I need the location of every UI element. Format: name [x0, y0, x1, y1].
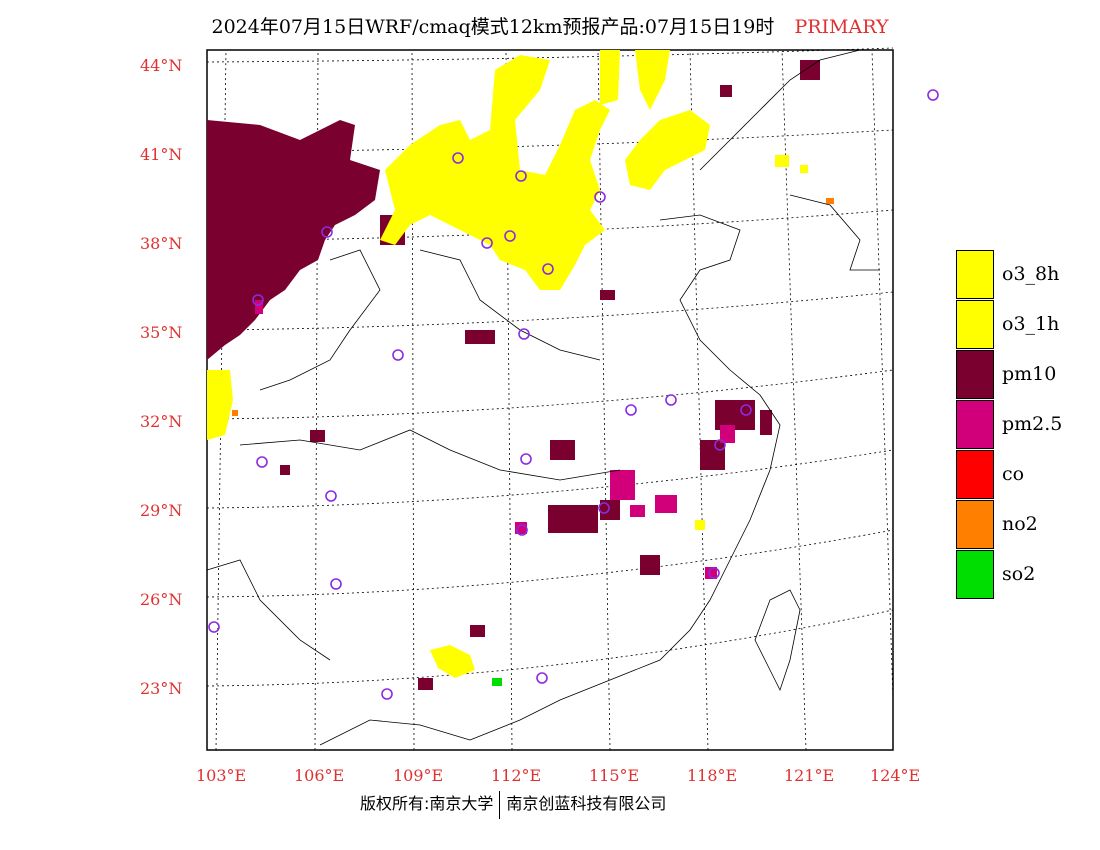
pollutant-legend: o3_8h o3_1h pm10 pm2.5 co no2 so2	[956, 249, 1096, 599]
lat-label-23: 23°N	[140, 679, 183, 698]
lon-label-112: 112°E	[491, 766, 542, 785]
legend-label: o3_1h	[1002, 313, 1060, 335]
o3-regions	[207, 50, 808, 678]
legend-label: no2	[1002, 513, 1038, 535]
legend-item-co: co	[956, 449, 1096, 499]
lat-label-32: 32°N	[140, 412, 183, 431]
boundary-lines	[206, 49, 880, 746]
pm10-regions	[207, 60, 820, 690]
lon-line-109	[411, 49, 415, 751]
legend-item-o3-1h: o3_1h	[956, 299, 1096, 349]
so2-spot	[492, 678, 502, 686]
map-title: 2024年07月15日WRF/cmaq模式12km预报产品:07月15日19时	[211, 16, 775, 38]
legend-swatch	[956, 449, 994, 499]
lat-line-32	[206, 369, 894, 420]
lon-line-112	[505, 49, 513, 751]
lon-label-103: 103°E	[196, 766, 247, 785]
lon-label-124: 124°E	[870, 766, 921, 785]
legend-swatch	[956, 499, 994, 549]
legend-swatch	[956, 349, 994, 399]
legend-label: pm10	[1002, 363, 1057, 385]
lon-label-106: 106°E	[294, 766, 345, 785]
copyright-footer: 版权所有:南京大学 南京创蓝科技有限公司	[360, 790, 666, 819]
pm25-regions	[255, 300, 735, 579]
lat-label-35: 35°N	[140, 323, 183, 342]
legend-label: pm2.5	[1002, 413, 1063, 435]
legend-item-o3-8h: o3_8h	[956, 249, 1096, 299]
lat-label-29: 29°N	[140, 501, 183, 520]
legend-item-pm25: pm2.5	[956, 399, 1096, 449]
lat-label-26: 26°N	[140, 590, 183, 609]
lon-line-115	[597, 49, 611, 751]
legend-swatch	[956, 399, 994, 449]
no2-spot	[232, 410, 238, 416]
lat-label-41: 41°N	[140, 145, 183, 164]
legend-swatch	[956, 299, 994, 349]
copyright-left: 版权所有:南京大学	[360, 794, 494, 813]
no2-spot	[826, 198, 834, 204]
lon-line-106	[314, 49, 319, 751]
lat-label-44: 44°N	[140, 56, 183, 75]
legend-item-so2: so2	[956, 549, 1096, 599]
lon-label-115: 115°E	[589, 766, 640, 785]
legend-swatch	[956, 549, 994, 599]
map-title-row: 2024年07月15日WRF/cmaq模式12km预报产品:07月15日19时 …	[0, 12, 1100, 39]
legend-swatch	[956, 249, 994, 299]
lat-line-29	[206, 449, 894, 509]
lon-label-118: 118°E	[687, 766, 738, 785]
legend-label: co	[1002, 463, 1025, 485]
primary-tag: PRIMARY	[794, 16, 889, 38]
lat-line-26	[206, 529, 894, 598]
legend-label: o3_8h	[1002, 263, 1060, 285]
legend-item-no2: no2	[956, 499, 1096, 549]
lon-line-121	[781, 49, 807, 751]
lat-label-38: 38°N	[140, 234, 183, 253]
legend-item-pm10: pm10	[956, 349, 1096, 399]
legend-label: so2	[1002, 563, 1036, 585]
copyright-right: 南京创蓝科技有限公司	[506, 794, 667, 813]
station-markers	[208, 89, 939, 700]
footer-divider	[499, 790, 501, 819]
lon-line-124	[871, 49, 894, 701]
lon-line-118	[689, 49, 709, 751]
lon-label-109: 109°E	[393, 766, 444, 785]
lon-label-121: 121°E	[784, 766, 835, 785]
graticule	[206, 47, 894, 751]
